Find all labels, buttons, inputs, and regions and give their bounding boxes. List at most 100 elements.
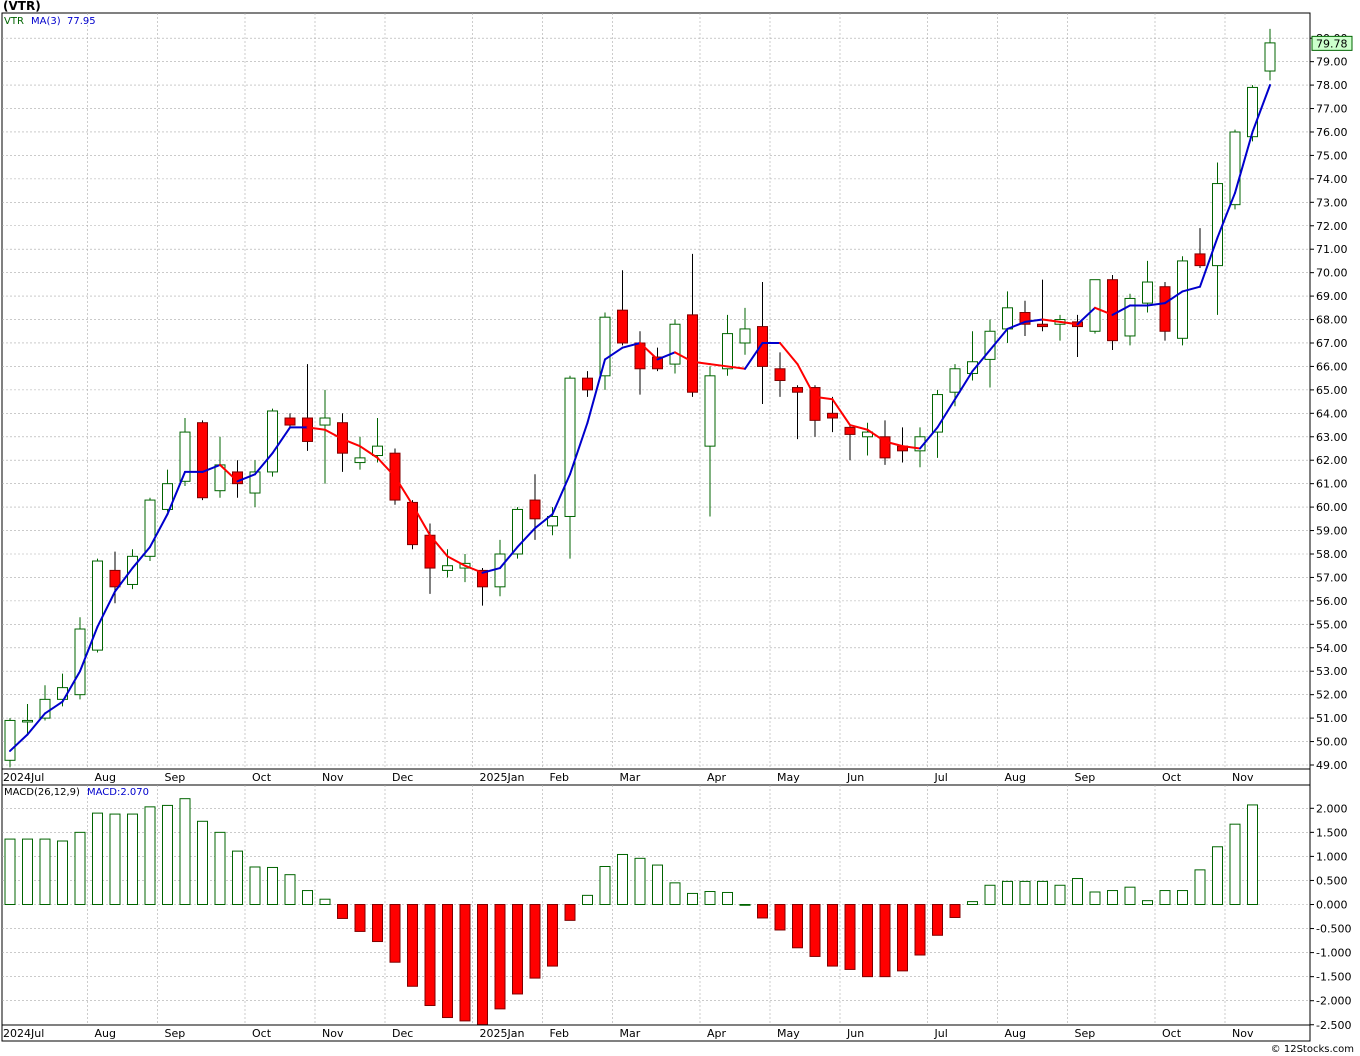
- macd-tick-label: 1.000: [1316, 850, 1348, 863]
- candle-body: [1142, 281, 1153, 304]
- ma3-segment: [306, 426, 326, 431]
- price-tick-label: 51.00: [1316, 712, 1348, 725]
- macd-bar: [144, 806, 156, 905]
- macd-tick-label: 1.500: [1316, 826, 1348, 839]
- ma3-segment: [621, 341, 641, 349]
- macd-bar: [984, 884, 996, 906]
- ma3-segment: [726, 365, 746, 370]
- macd-bar: [109, 813, 121, 906]
- x-tick-label: Oct: [252, 771, 272, 784]
- macd-bar: [1229, 823, 1241, 905]
- macd-bar: [372, 904, 383, 943]
- ma3-segment: [61, 670, 81, 703]
- last-price-label: 79.78: [1316, 37, 1348, 50]
- price-tick-label: 65.00: [1316, 384, 1348, 397]
- ma3-segment: [831, 398, 851, 427]
- x-tick-label: 2025Jan: [480, 771, 525, 784]
- candle-body: [144, 499, 156, 557]
- macd-x-axis-band: [1, 1024, 1311, 1042]
- ma3-segment: [1041, 318, 1061, 323]
- macd-tick-label: -1.500: [1316, 971, 1351, 984]
- price-tick-label: 68.00: [1316, 314, 1348, 327]
- ma3-segment: [1094, 306, 1114, 316]
- macd-bar: [949, 904, 961, 918]
- macd-bar: [669, 882, 681, 905]
- macd-bar: [599, 866, 611, 905]
- candle-body: [809, 387, 821, 421]
- ma3-segment: [1024, 318, 1044, 323]
- candle-body: [494, 553, 506, 588]
- macd-bar: [407, 904, 418, 987]
- candle-body: [652, 356, 663, 370]
- macd-tick-label: -0.500: [1316, 923, 1351, 936]
- x-tick-label: Oct: [252, 1027, 272, 1040]
- price-tick-label: 54.00: [1316, 642, 1348, 655]
- ma3-segment: [359, 445, 379, 459]
- macd-bar: [687, 892, 698, 906]
- candle-body: [1247, 86, 1258, 138]
- x-tick-label: 2024Jul: [3, 1027, 44, 1040]
- x-tick-label: May: [777, 771, 800, 784]
- x-tick-label: Nov: [1232, 1027, 1254, 1040]
- ma3-segment: [1111, 304, 1131, 316]
- price-tick-label: 55.00: [1316, 618, 1348, 631]
- price-y-axis: 49.00 50.00 51.00 52.00 53.00 54.00 55.00 56.00…: [1310, 32, 1348, 772]
- ma3-segment: [1164, 290, 1184, 305]
- macd-x-axis: 2024Jul Aug Sep Oct Nov Dec 2025Jan Feb Mar Apr Ma…: [3, 1027, 1254, 1040]
- macd-bar: [1177, 890, 1188, 906]
- ma3-segment: [464, 564, 484, 574]
- price-x-axis-band: [1, 768, 1311, 786]
- candle-body: [284, 417, 296, 426]
- ma3-segment: [971, 349, 991, 373]
- candle-body: [1107, 279, 1118, 342]
- candle-body: [442, 565, 453, 571]
- candle-body: [1229, 131, 1241, 206]
- macd-bar: [232, 850, 243, 906]
- macd-bar: [354, 904, 366, 932]
- ma3-line: [9, 84, 1271, 752]
- candle-body: [1194, 253, 1206, 267]
- macd-bar: [442, 904, 453, 1019]
- ma3-segment: [96, 590, 116, 628]
- macd-bar: [1124, 886, 1136, 906]
- x-tick-label: Aug: [95, 1027, 116, 1040]
- price-tick-label: 77.00: [1316, 103, 1348, 116]
- x-tick-label: Sep: [165, 1027, 186, 1040]
- macd-tick-label: 2.000: [1316, 802, 1348, 815]
- ma3-segment: [271, 426, 291, 455]
- ma3-segment: [674, 351, 694, 363]
- candle-body: [197, 422, 208, 499]
- macd-bar: [22, 838, 33, 905]
- price-tick-label: 71.00: [1316, 243, 1348, 256]
- ma3-segment: [691, 360, 711, 366]
- candle-body: [739, 328, 751, 344]
- candle-body: [1002, 307, 1013, 330]
- macd-bar: [967, 901, 978, 906]
- x-tick-label: Mar: [620, 1027, 641, 1040]
- price-tick-label: 70.00: [1316, 267, 1348, 280]
- price-panel: 49.00 50.00 51.00 52.00 53.00 54.00 55.00 56.00…: [1, 12, 1353, 772]
- candle-body: [512, 508, 523, 555]
- price-tick-label: 78.00: [1316, 79, 1348, 92]
- ma3-segment: [219, 463, 239, 483]
- price-tick-label: 57.00: [1316, 571, 1348, 584]
- x-tick-label: Apr: [707, 771, 727, 784]
- macd-histogram: [4, 798, 1258, 1026]
- ma3-segment: [849, 424, 869, 431]
- macd-bar: [284, 874, 296, 905]
- candle-body: [1264, 42, 1276, 72]
- macd-bar: [617, 853, 628, 906]
- macd-bar: [722, 891, 733, 905]
- x-tick-label: Sep: [165, 771, 186, 784]
- macd-bar: [739, 904, 751, 906]
- x-tick-label: 2024Jul: [3, 771, 44, 784]
- price-tick-label: 56.00: [1316, 595, 1348, 608]
- legend-symbol: VTR: [4, 16, 24, 27]
- ma3-segment: [516, 527, 536, 548]
- macd-bar: [1089, 891, 1101, 906]
- candle-body: [564, 377, 576, 517]
- candle-body: [669, 323, 681, 365]
- ma3-segment: [936, 398, 956, 429]
- ma3-segment: [79, 625, 99, 673]
